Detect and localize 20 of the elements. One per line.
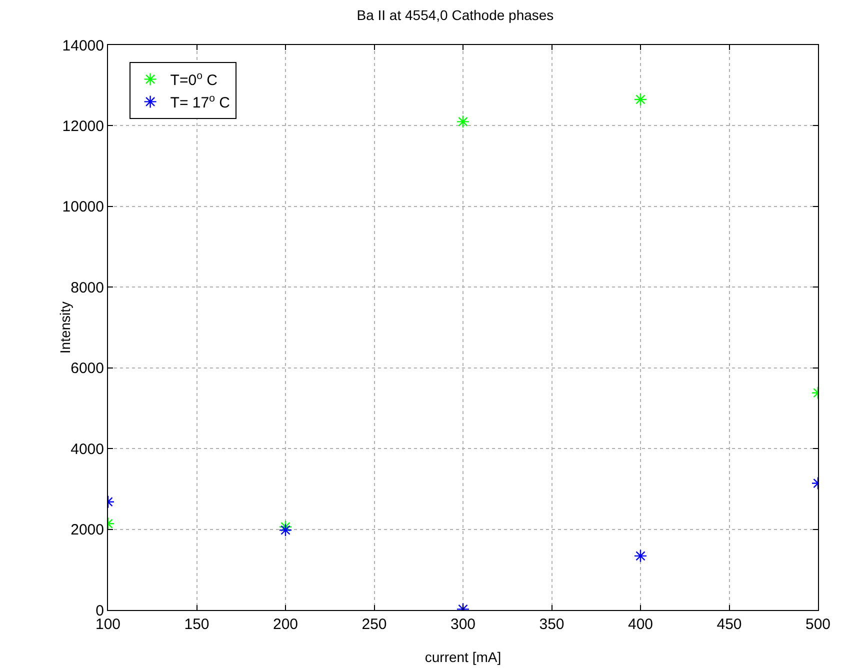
y-tick-label: 2000 [70,522,104,539]
legend-label: T=0$^{o}$ C [170,70,218,90]
x-tick-label: 500 [805,616,831,633]
y-tick-label: 14000 [62,37,104,54]
legend-label: T= 17$^{o}$ C [170,92,230,112]
x-tick-label: 300 [450,616,476,633]
y-tick-label: 6000 [70,360,104,378]
x-tick-label: 350 [539,616,564,633]
y-tick-label: 10000 [62,198,104,216]
x-tick-label: 400 [628,616,654,633]
y-tick-label: 8000 [70,279,104,296]
x-tick-label: 250 [362,616,387,633]
x-tick-label: 200 [272,616,298,633]
chart-title: Ba II at 4554,0 Cathode phases [356,6,554,23]
y-tick-label: 4000 [70,440,104,458]
y-tick-label: 12000 [62,118,104,135]
y-axis-title: Intensity [57,301,73,354]
x-axis-title: current [mA] [424,649,502,665]
x-tick-label: 450 [716,616,742,633]
x-tick-label: 150 [184,616,210,633]
